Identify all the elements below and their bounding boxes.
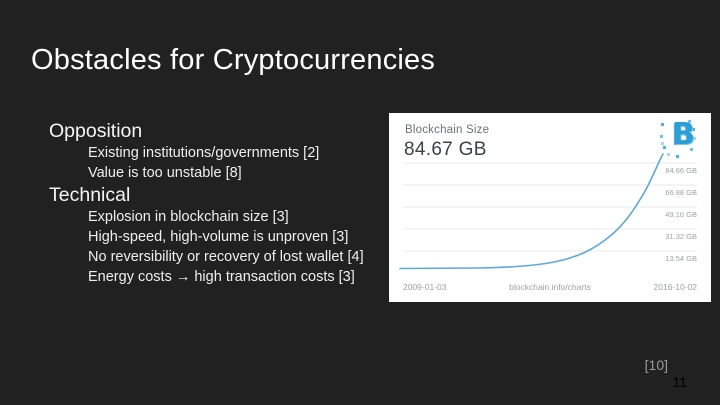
chart-source-label: blockchain.info/charts [509,282,591,292]
bullet-list: Opposition Existing institutions/governm… [49,119,379,287]
list-item: Energy costs → high transaction costs [3… [88,269,355,285]
list-item: Technical [49,184,131,206]
y-axis-label: 13.54 GB [665,254,697,263]
y-axis-label: 31.32 GB [665,232,697,241]
page-number: 11 [672,374,687,390]
blockchain-size-series-line [399,153,664,270]
list-item: No reversibility or recovery of lost wal… [88,249,364,265]
slide-title: Obstacles for Cryptocurrencies [31,44,436,76]
logo-letter: B [672,117,695,152]
blockchain-size-line-chart: 84.66 GB 66.88 GB 49.10 GB 31.32 GB 13.5… [399,153,698,292]
x-axis-end-label: 2016-10-02 [654,282,698,292]
list-item: Explosion in blockchain size [3] [88,209,289,225]
y-axis-label: 66.88 GB [665,188,697,197]
blockchain-size-chart-card: Blockchain Size 84.67 GB B 84.66 GB 66.8… [389,113,711,302]
citation-reference: [10] [644,357,668,373]
list-item: Existing institutions/governments [2] [88,145,320,161]
list-item: Opposition [49,120,143,142]
list-item: Value is too unstable [8] [88,165,242,181]
x-axis-start-label: 2009-01-03 [403,282,447,292]
chart-title: Blockchain Size [405,124,490,136]
list-item: High-speed, high-volume is unproven [3] [88,229,349,245]
y-axis-label: 84.66 GB [665,166,697,175]
chart-current-value: 84.67 GB [404,139,487,160]
y-axis-label: 49.10 GB [665,210,697,219]
blockchain-pixel-b-logo-icon: B [660,117,698,157]
